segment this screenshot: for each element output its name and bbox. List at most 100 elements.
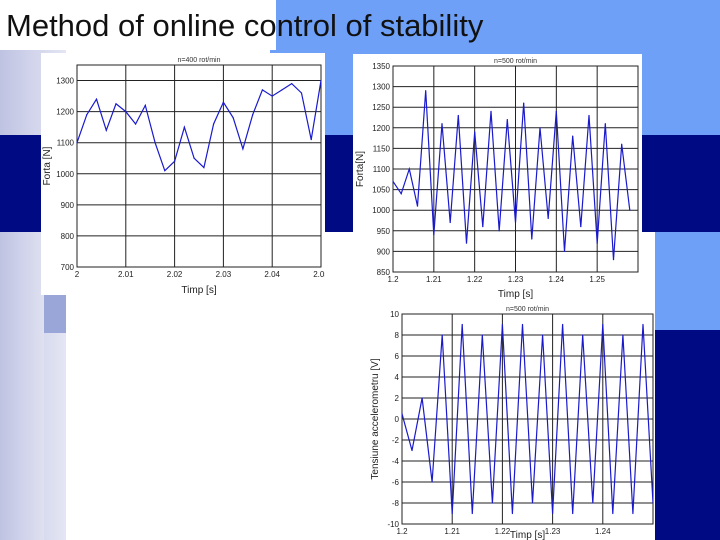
y-tick-label: 1050 <box>372 186 390 195</box>
x-tick-label: 2.04 <box>264 270 280 279</box>
data-point <box>232 117 234 119</box>
data-point <box>449 221 451 224</box>
data-point <box>547 217 549 220</box>
data-point <box>621 143 623 145</box>
y-tick-label: 6 <box>395 352 400 361</box>
x-tick-label: 1.24 <box>549 275 565 284</box>
data-point <box>76 142 78 144</box>
y-tick-label: 1200 <box>372 124 390 133</box>
background-right-navy-block <box>655 330 720 540</box>
data-point <box>105 129 107 131</box>
data-point <box>401 413 403 415</box>
data-point <box>125 111 127 113</box>
x-tick-label: 1.23 <box>545 527 561 536</box>
y-tick-label: 8 <box>395 331 400 340</box>
data-point <box>490 110 492 112</box>
data-point <box>481 334 483 336</box>
data-point <box>539 127 541 129</box>
y-tick-label: 1150 <box>373 144 391 153</box>
x-tick-label: 1.22 <box>495 527 511 536</box>
data-point <box>514 221 517 224</box>
data-point <box>531 238 533 240</box>
series-line <box>392 90 631 260</box>
y-tick-label: 1350 <box>372 62 390 71</box>
data-point <box>411 449 413 452</box>
data-point <box>592 502 594 504</box>
chart-title: n=500 rot/min <box>494 58 537 65</box>
chart-title: n=500 rot/min <box>506 306 549 313</box>
y-axis-label: Tensiune accelerometru [V] <box>370 358 381 479</box>
y-tick-label: 4 <box>395 373 400 382</box>
data-point <box>174 160 176 162</box>
x-tick-label: 2.01 <box>118 270 134 279</box>
data-point <box>563 250 566 252</box>
data-point <box>642 323 644 326</box>
data-point <box>441 123 443 125</box>
y-tick-label: 900 <box>377 247 391 256</box>
data-point <box>521 323 524 326</box>
data-point <box>465 242 468 244</box>
data-point <box>602 323 604 326</box>
series-line <box>401 324 654 514</box>
data-point <box>474 131 476 133</box>
data-point <box>612 512 614 515</box>
x-axis-label: Timp [s] <box>510 530 545 540</box>
y-tick-label: 900 <box>61 201 75 210</box>
slide-title: Method of online control of stability <box>6 8 484 43</box>
plot-frame <box>392 65 639 273</box>
y-axis-label: Forta[N] <box>355 151 366 187</box>
y-tick-label: -2 <box>392 436 400 445</box>
y-tick-label: 1200 <box>56 108 74 117</box>
data-point <box>482 226 484 228</box>
y-tick-label: 2 <box>395 394 400 403</box>
data-point <box>523 102 525 104</box>
x-tick-label: 1.25 <box>589 275 605 284</box>
y-tick-label: 800 <box>61 232 75 241</box>
x-tick-label: 1.21 <box>444 527 460 536</box>
title-box: Method of online control of stability <box>0 0 483 50</box>
data-point <box>183 126 185 128</box>
chart-title: n=400 rot/min <box>178 57 221 64</box>
x-tick-label: 1.2 <box>387 275 399 284</box>
data-point <box>392 180 394 182</box>
data-point <box>652 502 654 504</box>
data-point <box>572 512 574 515</box>
data-point <box>425 90 427 92</box>
data-point <box>562 323 564 326</box>
data-point <box>154 142 156 144</box>
x-tick-label: 2 <box>75 270 80 279</box>
y-tick-label: 1100 <box>57 139 75 148</box>
x-axis-label: Timp [s] <box>181 285 216 295</box>
data-point <box>441 334 443 336</box>
data-point <box>498 230 500 232</box>
x-axis-label: Timp [s] <box>498 289 533 299</box>
data-point <box>408 168 410 170</box>
x-tick-label: 1.22 <box>467 275 483 284</box>
data-point <box>281 89 283 91</box>
data-point <box>431 481 433 483</box>
y-tick-label: 10 <box>390 310 399 319</box>
x-tick-label: 2.02 <box>167 270 183 279</box>
y-tick-label: 1300 <box>372 83 390 92</box>
data-point <box>222 101 224 103</box>
data-point <box>612 259 615 261</box>
y-tick-label: -10 <box>387 520 399 529</box>
data-point <box>300 92 303 94</box>
data-point <box>580 226 582 228</box>
y-tick-label: -4 <box>392 457 400 466</box>
series-line <box>76 80 322 172</box>
data-point <box>310 138 312 141</box>
data-point <box>582 334 584 336</box>
data-point <box>242 148 244 150</box>
data-point <box>461 323 463 326</box>
y-tick-label: 1000 <box>372 206 390 215</box>
data-point <box>451 512 453 515</box>
data-point <box>252 114 254 116</box>
data-point <box>271 95 273 97</box>
data-point <box>433 234 435 236</box>
data-point <box>421 397 423 399</box>
data-point <box>632 512 634 515</box>
data-point <box>416 205 419 207</box>
background-left-lower <box>0 232 44 540</box>
plot-frame <box>401 313 654 525</box>
